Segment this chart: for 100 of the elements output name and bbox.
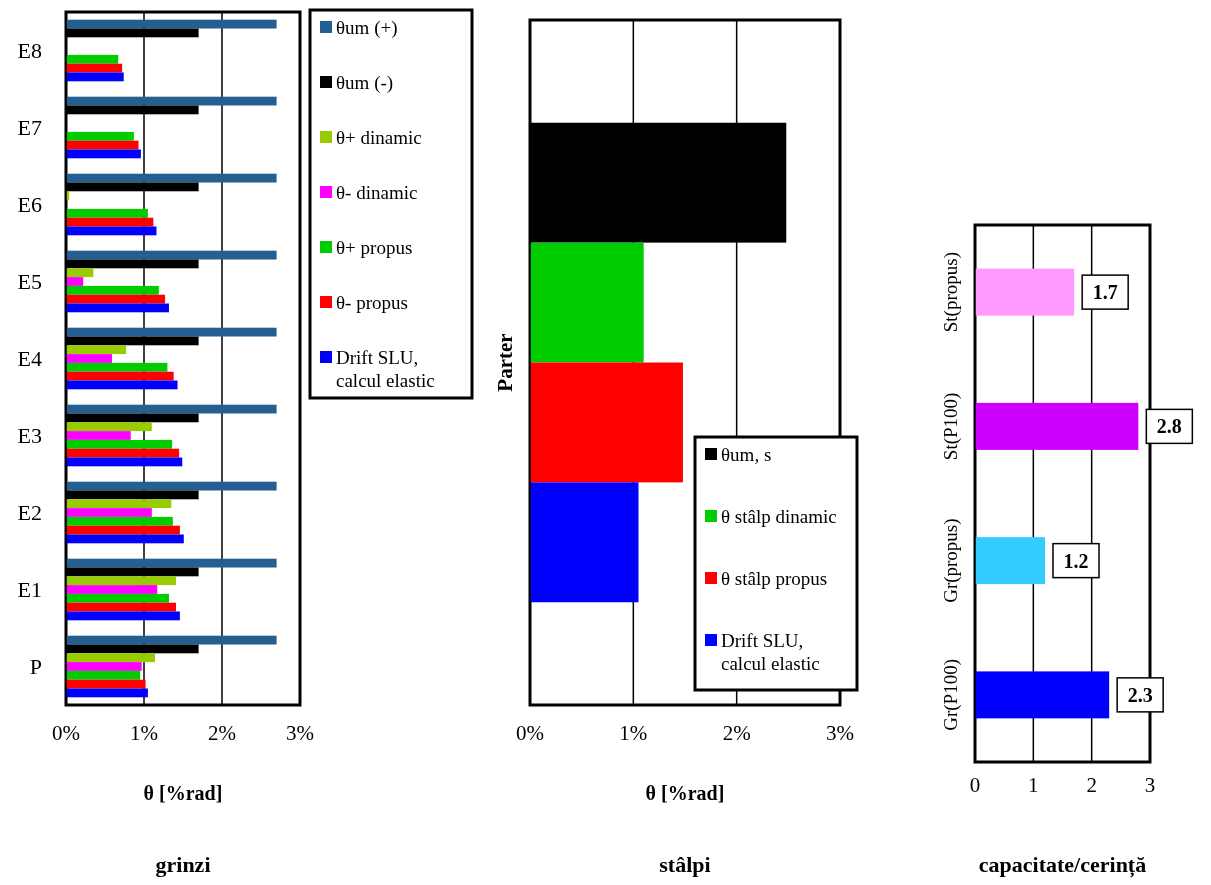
bar bbox=[66, 431, 131, 440]
bar bbox=[66, 149, 141, 159]
bar bbox=[66, 635, 277, 645]
bar bbox=[66, 534, 184, 544]
legend-label: θ+ propus bbox=[336, 237, 413, 258]
x-tick-label: 1 bbox=[1028, 773, 1039, 797]
bar bbox=[975, 537, 1045, 585]
bar bbox=[530, 362, 683, 483]
legend-label: θ- dinamic bbox=[336, 182, 418, 203]
bar bbox=[66, 585, 158, 594]
bar bbox=[66, 303, 169, 313]
text: capacitate/cerință bbox=[978, 852, 1147, 878]
bar bbox=[66, 268, 94, 278]
bar bbox=[975, 268, 1075, 316]
bar bbox=[66, 679, 146, 689]
x-tick-label: 1% bbox=[130, 721, 158, 745]
bar bbox=[66, 173, 277, 183]
bar bbox=[66, 19, 277, 29]
bar bbox=[66, 404, 277, 414]
bar bbox=[66, 285, 159, 295]
bar bbox=[530, 242, 644, 363]
bar bbox=[66, 277, 84, 286]
y-tick-label: E4 bbox=[17, 345, 42, 371]
legend-label: θum, s bbox=[721, 444, 772, 465]
bar bbox=[66, 63, 123, 73]
bar bbox=[66, 688, 148, 698]
y-tick-label: E2 bbox=[17, 499, 42, 525]
x-tick-label: 3 bbox=[1144, 773, 1156, 797]
bar bbox=[66, 354, 113, 363]
y-tick-label: E1 bbox=[17, 576, 42, 602]
bar bbox=[66, 508, 152, 517]
x-tick-label: 3% bbox=[286, 721, 314, 745]
y-tick-label: E6 bbox=[17, 191, 42, 217]
bar bbox=[66, 345, 127, 355]
x-tick-label: 0% bbox=[52, 721, 80, 745]
data-label: 1.2 bbox=[1063, 549, 1089, 572]
x-tick-label: 2 bbox=[1086, 773, 1097, 797]
legend-label: θ- propus bbox=[336, 292, 408, 313]
bar bbox=[66, 54, 119, 64]
bar bbox=[66, 362, 168, 372]
bar bbox=[66, 481, 277, 491]
text: grinzi bbox=[155, 852, 211, 877]
bar bbox=[66, 380, 178, 390]
bar bbox=[66, 602, 176, 612]
y-tick-label: Gr(P100) bbox=[940, 658, 962, 731]
x-axis-title: θ [%rad] bbox=[143, 782, 223, 804]
bar bbox=[66, 653, 155, 663]
bar bbox=[975, 402, 1139, 450]
bar bbox=[66, 499, 172, 509]
data-label: 2.8 bbox=[1156, 415, 1182, 438]
x-tick-label: 2% bbox=[208, 721, 236, 745]
bar bbox=[530, 482, 639, 603]
bar bbox=[66, 422, 152, 432]
legend-label: θum (-) bbox=[336, 72, 394, 94]
y-tick-label: Parter bbox=[493, 333, 517, 392]
bar bbox=[66, 525, 180, 535]
bar bbox=[66, 131, 134, 141]
legend-label: θum (+) bbox=[336, 17, 398, 39]
x-tick-label: 3% bbox=[826, 721, 854, 745]
y-tick-label: E3 bbox=[17, 422, 42, 448]
bar bbox=[66, 576, 176, 586]
bar bbox=[66, 96, 277, 106]
y-tick-label: St(propus) bbox=[940, 252, 962, 333]
bar bbox=[66, 327, 277, 337]
y-tick-label: Gr(propus) bbox=[940, 518, 962, 603]
data-label: 1.7 bbox=[1092, 281, 1118, 304]
bar bbox=[66, 439, 173, 449]
bar bbox=[66, 217, 154, 227]
bar bbox=[66, 294, 166, 304]
bar bbox=[66, 593, 169, 603]
y-tick-label: E7 bbox=[17, 114, 42, 140]
bar bbox=[66, 208, 148, 218]
x-tick-label: 0% bbox=[516, 721, 544, 745]
legend-label: θ stâlp propus bbox=[721, 568, 828, 589]
bar bbox=[66, 558, 277, 568]
text: stâlpi bbox=[659, 852, 711, 877]
bar bbox=[66, 662, 142, 671]
y-tick-label: St(P100) bbox=[940, 392, 962, 461]
bar bbox=[66, 371, 174, 381]
x-tick-label: 0 bbox=[969, 773, 981, 797]
x-tick-label: 1% bbox=[619, 721, 648, 745]
bar bbox=[66, 448, 180, 458]
y-tick-label: E5 bbox=[17, 268, 42, 294]
bar bbox=[66, 516, 173, 526]
x-tick-label: 2% bbox=[722, 721, 751, 745]
x-axis-title: θ [%rad] bbox=[645, 782, 725, 804]
bar bbox=[66, 72, 124, 82]
bar bbox=[66, 250, 277, 260]
legend-label: Drift SLU, calcul elastic bbox=[336, 347, 435, 391]
bar bbox=[66, 611, 180, 621]
bar bbox=[66, 670, 141, 680]
legend-label: Drift SLU, calcul elastic bbox=[721, 630, 820, 674]
y-tick-label: P bbox=[29, 653, 42, 679]
data-label: 2.3 bbox=[1127, 683, 1153, 706]
y-tick-label: E8 bbox=[17, 37, 42, 63]
bar bbox=[66, 457, 183, 467]
bar bbox=[975, 671, 1110, 719]
legend-label: θ stâlp dinamic bbox=[721, 506, 837, 527]
legend-label: θ+ dinamic bbox=[336, 127, 422, 148]
bar bbox=[66, 140, 139, 150]
